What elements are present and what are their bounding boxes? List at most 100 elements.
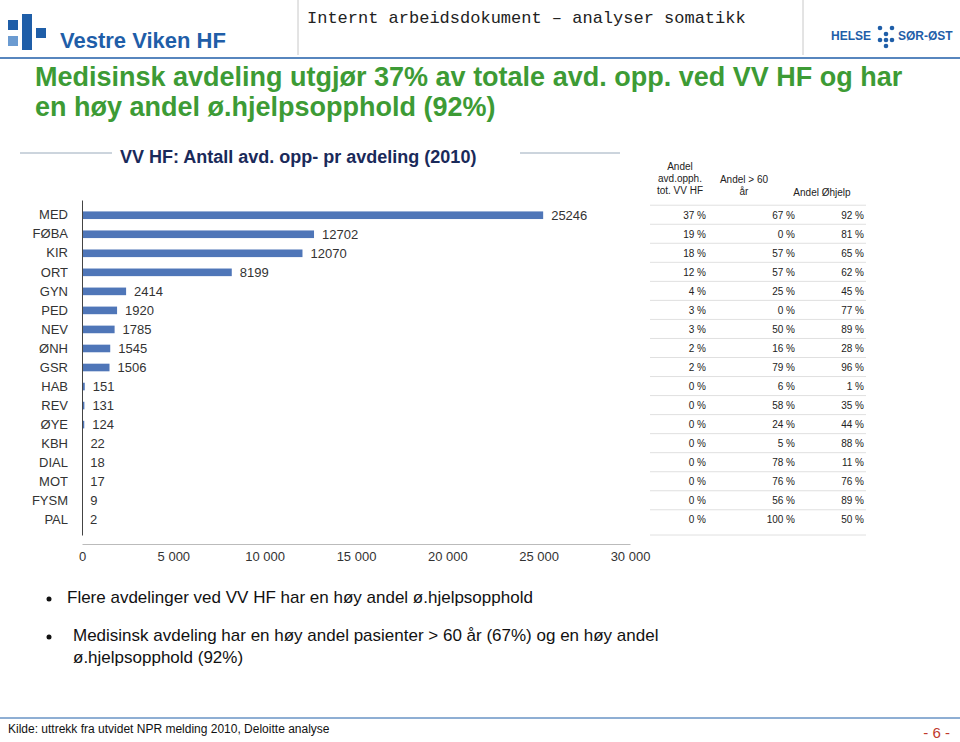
data-label: 12702 xyxy=(322,227,358,242)
tick: GSR xyxy=(40,360,82,375)
data-label: 22 xyxy=(90,436,104,451)
table-cell: 44 % xyxy=(841,419,864,430)
tick-label: FYSM xyxy=(32,493,68,508)
row-rule xyxy=(650,509,866,510)
bullet-text: Flere avdelinger ved VV HF har en høy an… xyxy=(67,587,767,609)
tick: NEV xyxy=(41,322,82,337)
tick-label: MOT xyxy=(39,474,68,489)
data-label: 18 xyxy=(90,455,104,470)
header-rule xyxy=(0,57,960,59)
table-cell: 0 % xyxy=(689,400,706,411)
row-rule xyxy=(650,490,866,491)
table-cell: 76 % xyxy=(772,476,795,487)
table-cell: 0 % xyxy=(689,514,706,525)
table-header: Andel Øhjelp xyxy=(777,187,867,199)
table-cell: 57 % xyxy=(772,267,795,278)
tick: 15 000 xyxy=(337,544,377,564)
row-rule xyxy=(650,338,866,339)
table-cell: 67 % xyxy=(772,210,795,221)
table-cell: 0 % xyxy=(689,495,706,506)
bullet-text: Medisinsk avdeling har en høy andel pasi… xyxy=(73,625,773,669)
table-cell: 89 % xyxy=(841,495,864,506)
table-cell: 12 % xyxy=(683,267,706,278)
tick-label: KBH xyxy=(41,436,68,451)
data-label: 17 xyxy=(90,474,104,489)
table-header: Andel > 60 år xyxy=(715,174,773,198)
tick: 5 000 xyxy=(158,544,191,564)
tick: PED xyxy=(41,303,82,318)
row-rule xyxy=(650,281,866,282)
tick: KBH xyxy=(41,436,82,451)
table-cell: 50 % xyxy=(841,514,864,525)
logo-icon xyxy=(8,14,46,50)
table-cell: 79 % xyxy=(772,362,795,373)
bar xyxy=(82,345,110,353)
tick: MOT xyxy=(39,474,82,489)
table-cell: 28 % xyxy=(841,343,864,354)
table-cell: 19 % xyxy=(683,229,706,240)
tick-label: 5 000 xyxy=(158,549,191,564)
bullet-dot xyxy=(47,597,52,602)
tick: 25 000 xyxy=(519,544,559,564)
table-cell: 45 % xyxy=(841,286,864,297)
tick-label: 15 000 xyxy=(337,549,377,564)
tick-label: GYN xyxy=(40,284,68,299)
y-axis: MEDFØBAKIRORTGYNPEDNEVØNHGSRHABREVØYEKBH… xyxy=(32,201,83,536)
chart-title: VV HF: Antall avd. opp- pr avdeling (201… xyxy=(120,147,476,167)
tick: 10 000 xyxy=(245,544,285,564)
bar xyxy=(82,230,314,238)
table-cell: 2 % xyxy=(689,343,706,354)
table-cell: 89 % xyxy=(841,324,864,335)
tick-label: FØBA xyxy=(33,226,69,241)
table-cell: 0 % xyxy=(778,229,795,240)
table-cell: 77 % xyxy=(841,305,864,316)
tick-label: GSR xyxy=(40,360,68,375)
data-label: 1785 xyxy=(123,322,152,337)
slide-title: Medisinsk avdeling utgjør 37% av totale … xyxy=(35,62,935,122)
tick-label: HAB xyxy=(41,379,68,394)
tick-label: NEV xyxy=(41,322,68,337)
header-label: Internt arbeidsdokument – analyser somat… xyxy=(307,9,746,28)
tick-label: 0 xyxy=(79,549,86,564)
table-header: Andel avd.opph. tot. VV HF xyxy=(651,161,709,197)
row-rule xyxy=(650,224,866,225)
axis-line xyxy=(83,544,631,545)
page-number: - 6 - xyxy=(923,724,950,741)
bar xyxy=(82,288,126,296)
tick-label: 20 000 xyxy=(428,549,468,564)
bar xyxy=(82,249,302,257)
logo-dots xyxy=(878,26,895,49)
row-rule xyxy=(650,452,866,453)
tick-label: KIR xyxy=(46,245,68,260)
table-cell: 57 % xyxy=(772,248,795,259)
table-cell: 65 % xyxy=(841,248,864,259)
tick: 20 000 xyxy=(428,544,468,564)
table-cell: 4 % xyxy=(689,286,706,297)
tick: 0 xyxy=(79,544,86,564)
table-cell: 1 % xyxy=(847,381,864,392)
tick: HAB xyxy=(41,379,82,394)
plot-area xyxy=(82,211,543,523)
table-cell: 2 % xyxy=(689,362,706,373)
table-cell: 81 % xyxy=(841,229,864,240)
table-cell: 0 % xyxy=(689,381,706,392)
tick-label: ORT xyxy=(41,264,68,279)
table-cell: 100 % xyxy=(767,514,795,525)
tick: ORT xyxy=(41,264,82,279)
tick: FYSM xyxy=(32,493,82,508)
table-cell: 78 % xyxy=(772,457,795,468)
data-label: 1545 xyxy=(118,341,147,356)
bar xyxy=(82,307,117,315)
table-cell: 18 % xyxy=(683,248,706,259)
row-rule xyxy=(650,395,866,396)
tick: KIR xyxy=(46,245,82,260)
tick: DIAL xyxy=(39,455,82,470)
table-cell: 0 % xyxy=(689,419,706,430)
table-cell: 3 % xyxy=(689,305,706,316)
tick-label: DIAL xyxy=(39,455,68,470)
data-label: 9 xyxy=(90,493,97,508)
tick-label: 30 000 xyxy=(611,549,651,564)
data-label: 2 xyxy=(90,512,97,527)
table-cell: 56 % xyxy=(772,495,795,506)
data-label: 124 xyxy=(92,417,114,432)
